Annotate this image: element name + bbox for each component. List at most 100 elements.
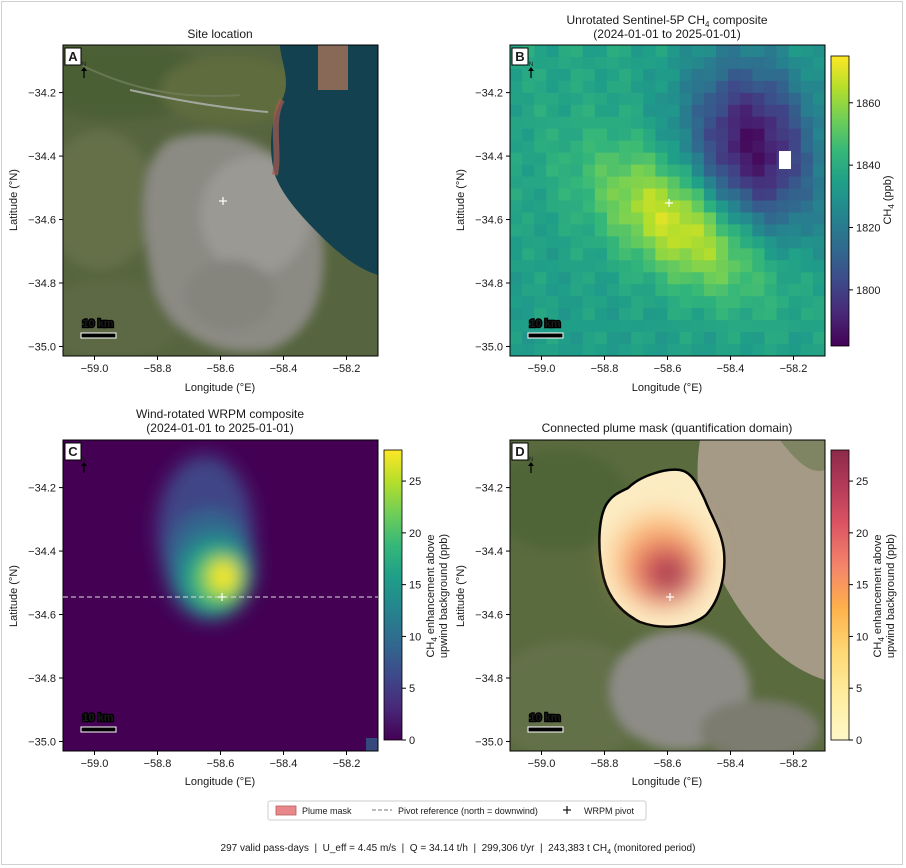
ch4-cell <box>740 45 753 58</box>
ch4-cell <box>570 104 584 118</box>
panel-b-xlabel: Longitude (°E) <box>632 382 702 394</box>
ch4-cell <box>643 332 656 345</box>
y-tick-label: −34.2 <box>475 88 503 100</box>
ch4-cell <box>582 308 596 321</box>
ch4-cell <box>667 308 681 321</box>
ch4-cell <box>691 236 705 249</box>
ch4-cell <box>570 128 584 142</box>
ch4-cell <box>679 104 693 118</box>
ch4-cell <box>594 45 608 58</box>
ch4-cell <box>570 320 584 333</box>
ch4-cell <box>752 344 765 356</box>
panel-c-colorbar: 0 5 10 15 20 25 CH4 enhancement above upwind … <box>383 449 450 747</box>
ch4-cell <box>752 128 765 142</box>
y-tick-label: −34.8 <box>28 673 56 685</box>
panel-d-xlabel: Longitude (°E) <box>632 776 702 788</box>
ch4-cell <box>546 68 559 82</box>
ch4-cell <box>558 188 571 201</box>
ch4-cell <box>534 212 547 225</box>
ch4-cell <box>752 236 765 249</box>
ch4-cell <box>655 296 668 309</box>
ch4-cell <box>764 188 777 201</box>
ch4-cell <box>667 272 681 285</box>
ch4-cell <box>667 56 681 70</box>
ch4-cell <box>679 344 693 356</box>
ch4-cell <box>594 248 608 261</box>
ch4-cell <box>776 104 790 118</box>
y-tick-label: −34.2 <box>475 483 503 495</box>
ch4-cell <box>728 45 741 58</box>
x-tick-label: −58.2 <box>780 363 808 375</box>
ch4-cell <box>764 260 777 273</box>
ch4-cell <box>522 176 535 189</box>
ch4-cell <box>570 140 584 154</box>
ch4-cell <box>606 308 620 321</box>
svg-text:10 km: 10 km <box>529 318 560 330</box>
ch4-cell <box>679 308 693 321</box>
ch4-cell <box>800 260 814 273</box>
ch4-cell <box>788 92 802 106</box>
svg-text:10 km: 10 km <box>82 712 113 724</box>
ch4-cell <box>606 104 620 118</box>
ch4-cell <box>679 224 693 237</box>
ch4-cell <box>715 344 729 356</box>
ch4-cell <box>619 188 632 201</box>
y-tick-label: −34.4 <box>475 151 503 163</box>
ch4-cell <box>631 320 644 333</box>
ch4-cell <box>570 224 584 237</box>
x-tick-label: −58.4 <box>270 758 298 770</box>
ch4-cell <box>655 284 668 297</box>
ch4-cell <box>728 68 741 82</box>
ch4-cell <box>619 152 632 166</box>
ch4-cell <box>534 128 547 142</box>
ch4-cell <box>776 284 790 297</box>
ch4-cell <box>752 188 765 201</box>
ch4-cell <box>558 45 571 58</box>
ch4-cell <box>812 176 825 189</box>
ch4-cell <box>776 45 790 58</box>
ch4-cell <box>546 128 559 142</box>
ch4-cell <box>631 284 644 297</box>
ch4-cell <box>667 248 681 261</box>
ch4-cell <box>558 164 571 177</box>
ch4-cell <box>776 296 790 309</box>
ch4-cell <box>631 248 644 261</box>
ch4-cell <box>582 140 596 154</box>
panel-a-label-badge: A <box>64 47 82 66</box>
ch4-cell <box>752 272 765 285</box>
ch4-cell <box>667 104 681 118</box>
ch4-cell <box>570 332 584 345</box>
ch4-cell <box>643 176 656 189</box>
ch4-cell <box>740 68 753 82</box>
panel-a-pivot-marker <box>219 197 227 205</box>
ch4-cell <box>788 344 802 356</box>
ch4-cell <box>643 236 656 249</box>
x-tick-label: −59.0 <box>528 758 556 770</box>
ch4-cell <box>800 320 814 333</box>
ch4-cell <box>679 140 693 154</box>
ch4-cell <box>594 140 608 154</box>
y-tick-label: −34.4 <box>28 151 56 163</box>
ch4-cell <box>691 116 705 130</box>
y-tick-label: −34.6 <box>475 610 503 622</box>
ch4-cell <box>667 92 681 106</box>
ch4-cell <box>800 308 814 321</box>
ch4-cell <box>800 104 814 118</box>
ch4-cell <box>594 224 608 237</box>
y-tick-label: −34.8 <box>28 278 56 290</box>
ch4-cell <box>546 140 559 154</box>
ch4-cell <box>812 92 825 106</box>
ch4-cell <box>631 224 644 237</box>
ch4-cell <box>510 128 523 142</box>
ch4-cell <box>606 284 620 297</box>
panel-a: Site location A <box>8 27 379 394</box>
svg-text:Plume mask: Plume mask <box>302 806 352 816</box>
ch4-cell <box>655 104 668 118</box>
ch4-cell <box>679 45 693 58</box>
ch4-cell <box>691 152 705 166</box>
ch4-cell <box>728 260 741 273</box>
ch4-cell <box>655 92 668 106</box>
ch4-cell <box>631 140 644 154</box>
ch4-cell <box>728 104 741 118</box>
